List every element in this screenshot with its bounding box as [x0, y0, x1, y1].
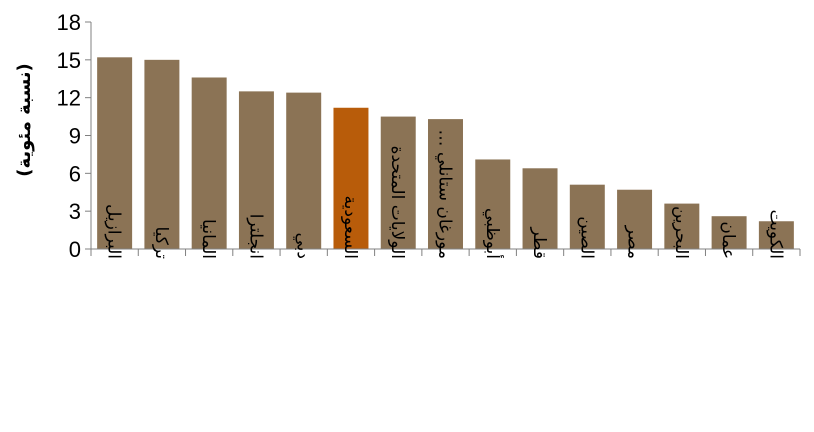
- bar-9: [475, 159, 511, 249]
- bar-8: [428, 119, 463, 249]
- bar-5: [286, 92, 322, 249]
- category-label: مورغان ستانلي …: [435, 129, 455, 259]
- y-tick-label: 12: [57, 86, 81, 111]
- y-tick-label: 0: [69, 237, 81, 262]
- bar-13: [664, 203, 700, 249]
- category-label: تركيا: [151, 226, 171, 259]
- y-tick-label: 15: [57, 48, 81, 73]
- category-label: البحرين: [671, 206, 691, 259]
- category-label: انجلترا: [245, 214, 265, 259]
- category-label: الصين: [576, 216, 596, 259]
- category-label: الولايات المتحدة: [387, 146, 407, 259]
- category-label: البرازيل: [104, 204, 124, 259]
- bar-10: [522, 168, 558, 249]
- bar-12: [617, 189, 653, 249]
- category-label: دبي: [293, 233, 313, 259]
- y-tick-label: 3: [69, 199, 81, 224]
- category-label: قطر: [529, 227, 549, 259]
- bar-3: [191, 77, 227, 249]
- bar-15: [758, 221, 794, 249]
- bar-6: [333, 107, 369, 249]
- y-tick-label: 9: [69, 124, 81, 149]
- category-labels: البرازيل تركيا المانيا انجلترا دبي السعودية ال…: [104, 129, 786, 259]
- y-axis-label: (نسبة مئوية): [14, 63, 35, 177]
- category-label: المانيا: [198, 219, 218, 259]
- bar-14: [711, 216, 747, 249]
- bar-1: [97, 57, 133, 249]
- x-axis: [90, 248, 801, 256]
- bar-7: [380, 116, 416, 249]
- category-label: مصر: [624, 225, 644, 259]
- y-tick-label: 18: [57, 10, 81, 35]
- category-label: عمان: [718, 221, 738, 259]
- bar-11: [569, 184, 605, 249]
- category-label: الكويت: [765, 210, 785, 260]
- bars: [97, 57, 794, 250]
- bar-2: [144, 59, 180, 250]
- y-tick-label: 6: [69, 161, 81, 186]
- bar-4: [238, 91, 274, 249]
- y-axis: 0 3 6 9 12 15 18: [57, 10, 92, 262]
- category-label: أبوظبي: [482, 208, 504, 259]
- category-label: السعودية: [340, 196, 360, 259]
